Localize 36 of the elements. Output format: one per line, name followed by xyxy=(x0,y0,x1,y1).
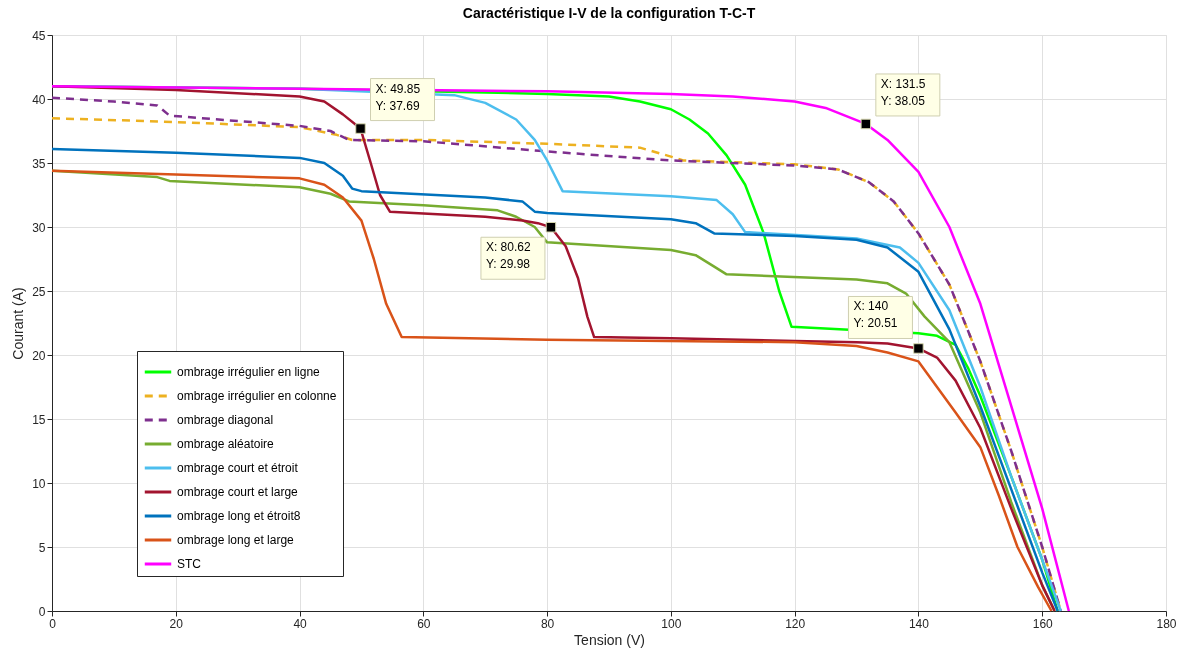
y-tick-label: 35 xyxy=(32,156,46,171)
legend-label: ombrage diagonal xyxy=(177,413,274,427)
legend-label: ombrage long et large xyxy=(177,533,295,547)
x-tick-label: 80 xyxy=(540,616,555,631)
legend-label: ombrage court et large xyxy=(177,485,299,499)
y-tick-label: 15 xyxy=(32,412,46,427)
y-tick-label: 25 xyxy=(32,284,46,299)
y-tick-label: 30 xyxy=(32,220,46,235)
y-tick-label: 0 xyxy=(38,604,46,619)
annotation: X: 131.5 Y: 38.05 xyxy=(880,76,926,108)
chart-title: Caractéristique I-V de la configuration T-C-T xyxy=(462,5,756,21)
legend-label: ombrage irrégulier en ligne xyxy=(177,365,321,379)
x-tick-label: 20 xyxy=(169,616,184,631)
legend-label: ombrage irrégulier en colonne xyxy=(177,389,337,403)
y-tick-label: 40 xyxy=(32,92,46,107)
x-tick-label: 100 xyxy=(661,616,682,631)
annotation: X: 140 Y: 20.51 xyxy=(853,299,898,331)
x-axis-title: Tension (V) xyxy=(574,631,645,648)
y-tick-label: 20 xyxy=(32,348,46,363)
y-axis-title: Courant (A) xyxy=(10,287,27,360)
annotation: X: 80.62 Y: 29.98 xyxy=(485,240,531,272)
x-tick-label: 120 xyxy=(785,616,806,631)
x-tick-label: 0 xyxy=(49,616,57,631)
y-tick-label: 10 xyxy=(32,476,46,491)
legend-label: ombrage long et étroit8 xyxy=(177,509,301,523)
x-tick-label: 60 xyxy=(417,616,431,631)
x-tick-label: 180 xyxy=(1156,616,1177,631)
x-tick-label: 140 xyxy=(908,616,930,631)
x-tick-label: 40 xyxy=(293,616,308,631)
legend-label: ombrage aléatoire xyxy=(177,437,275,451)
x-tick-label: 160 xyxy=(1032,616,1054,631)
annotation: X: 49.85 Y: 37.69 xyxy=(375,81,421,113)
legend-label: STC xyxy=(177,557,202,571)
y-tick-label: 5 xyxy=(38,540,46,555)
legend-label: ombrage court et étroit xyxy=(177,461,299,475)
y-tick-label: 45 xyxy=(32,28,46,43)
